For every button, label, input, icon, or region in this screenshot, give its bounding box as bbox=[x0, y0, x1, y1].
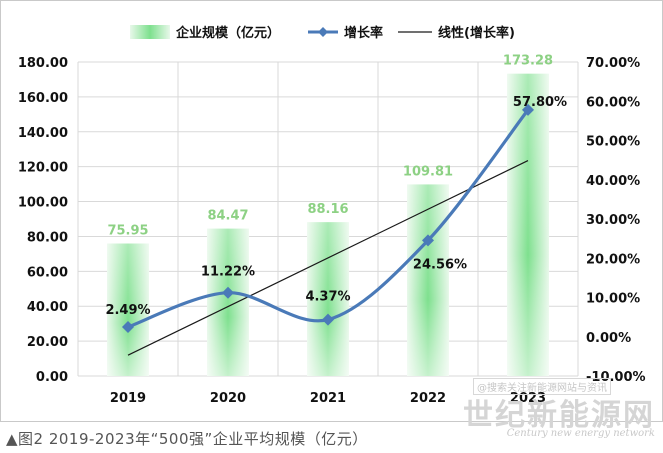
x-tick-label: 2019 bbox=[110, 391, 146, 406]
x-tick-label: 2020 bbox=[210, 391, 246, 406]
y-right-tick-label: 30.00% bbox=[586, 213, 640, 228]
x-tick-label: 2021 bbox=[310, 391, 346, 406]
growth-rate-marker bbox=[322, 313, 334, 326]
watermark-box-text: @搜索关注新能源网站与资讯 bbox=[473, 378, 611, 395]
bar-value-label: 173.28 bbox=[503, 54, 553, 69]
growth-rate-label: 11.22% bbox=[201, 265, 255, 280]
bar-sheen bbox=[107, 243, 149, 376]
legend-line-label: 增长率 bbox=[344, 25, 383, 41]
y-left-tick-label: 160.00 bbox=[18, 91, 68, 106]
watermark-cn: 世纪新能源网 bbox=[463, 398, 655, 433]
chart: 0.00 20.00 40.00 60.00 80.00 100.00 120.00 140.… bbox=[18, 25, 646, 406]
y-right-tick-label: 10.00% bbox=[586, 292, 640, 307]
bar-value-label: 109.81 bbox=[403, 164, 453, 179]
legend-trend-label: 线性(增长率) bbox=[438, 25, 515, 41]
bar-value-label: 84.47 bbox=[207, 209, 248, 224]
y-left-tick-label: 60.00 bbox=[27, 265, 68, 280]
y-left-tick-label: 120.00 bbox=[18, 161, 68, 176]
bar-sheen bbox=[507, 73, 549, 377]
bar-sheen bbox=[207, 228, 249, 376]
bar-value-label: 88.16 bbox=[307, 202, 348, 217]
y-right-tick-label: 0.00% bbox=[586, 331, 631, 346]
y-left-tick-label: 40.00 bbox=[27, 300, 68, 315]
y-right-tick-label: -10.00% bbox=[586, 370, 646, 385]
legend-bar-swatch bbox=[130, 25, 170, 39]
watermark: @搜索关注新能源网站与资讯 世纪新能源网 Century new energy … bbox=[463, 378, 655, 439]
legend-bar-label: 企业规模（亿元） bbox=[175, 25, 280, 41]
x-tick-label: 2022 bbox=[410, 391, 446, 406]
growth-rate-label: 2.49% bbox=[105, 303, 150, 318]
y-left-tick-label: 100.00 bbox=[18, 196, 68, 211]
y-right-tick-label: 50.00% bbox=[586, 135, 640, 150]
growth-rate-label: 4.37% bbox=[305, 290, 350, 305]
bar-sheen bbox=[307, 222, 349, 376]
growth-rate-marker bbox=[422, 234, 434, 247]
y-left-tick-label: 0.00 bbox=[36, 370, 68, 385]
y-left-tick-label: 80.00 bbox=[27, 230, 68, 245]
legend-line-marker bbox=[318, 27, 328, 37]
growth-rate-marker bbox=[122, 320, 134, 333]
y-right-tick-label: 60.00% bbox=[586, 95, 640, 110]
growth-rate-marker bbox=[222, 286, 234, 299]
watermark-en: Century new energy network bbox=[506, 428, 655, 439]
y-left-tick-label: 140.00 bbox=[18, 126, 68, 141]
y-left-tick-label: 20.00 bbox=[27, 335, 68, 350]
trendline bbox=[127, 160, 529, 356]
growth-rate-label: 57.80% bbox=[513, 95, 567, 110]
y-right-tick-label: 70.00% bbox=[586, 56, 640, 71]
growth-rate-label: 24.56% bbox=[413, 257, 467, 272]
y-left-tick-label: 180.00 bbox=[18, 56, 68, 71]
growth-rate-marker bbox=[522, 103, 534, 116]
y-right-tick-label: 20.00% bbox=[586, 252, 640, 267]
y-right-tick-label: 40.00% bbox=[586, 174, 640, 189]
bar-value-label: 75.95 bbox=[107, 224, 148, 239]
bar-sheen bbox=[407, 184, 449, 376]
figure-caption: ▲图2 2019-2023年“500强”企业平均规模（亿元） bbox=[6, 430, 368, 448]
